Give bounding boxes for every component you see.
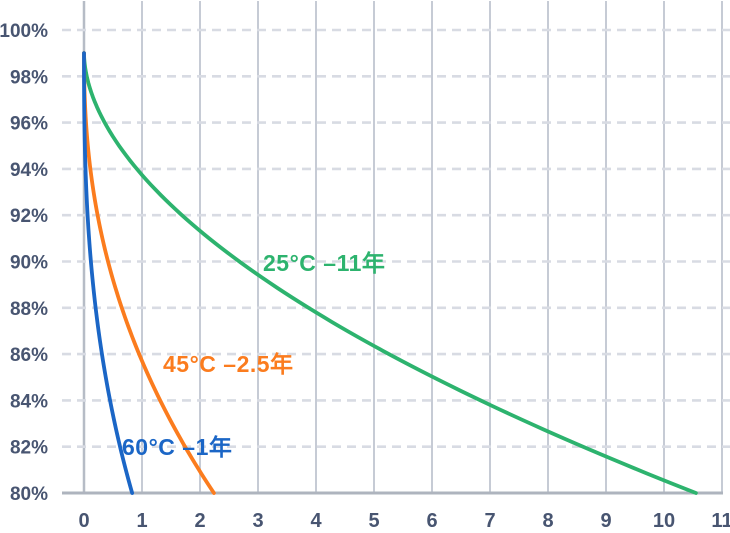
- y-tick-label: 88%: [10, 299, 48, 320]
- x-tick-label: 3: [252, 510, 263, 532]
- x-tick-label: 9: [600, 510, 611, 532]
- y-tick-label: 82%: [10, 438, 48, 459]
- y-tick-label: 90%: [10, 253, 48, 274]
- y-tick-label: 92%: [10, 206, 48, 227]
- series-curve-60c: [82, 51, 135, 495]
- y-tick-label: 96%: [10, 114, 48, 135]
- series-label-60c: 60°C –1年: [122, 434, 233, 460]
- series-label-25c: 25°C –11年: [263, 250, 386, 276]
- x-tick-label: 2: [194, 510, 205, 532]
- series-label-45c: 45°C –2.5年: [163, 351, 294, 377]
- series-curve-25c: [82, 51, 698, 495]
- x-tick-label: 4: [310, 510, 322, 532]
- y-tick-label: 86%: [10, 345, 48, 366]
- x-tick-label: 7: [484, 510, 495, 532]
- y-tick-label: 84%: [10, 391, 48, 412]
- x-tick-label: 1: [136, 510, 147, 532]
- x-tick-label: 8: [542, 510, 553, 532]
- y-tick-label: 94%: [10, 160, 48, 181]
- x-tick-label: 10: [653, 510, 675, 532]
- x-tick-label: 0: [78, 510, 89, 532]
- y-tick-label: 98%: [10, 67, 48, 88]
- x-tick-label: 11: [711, 510, 730, 532]
- x-tick-label: 6: [426, 510, 437, 532]
- x-tick-label: 5: [368, 510, 379, 532]
- y-tick-label: 100%: [0, 21, 48, 42]
- y-tick-label: 80%: [10, 484, 48, 505]
